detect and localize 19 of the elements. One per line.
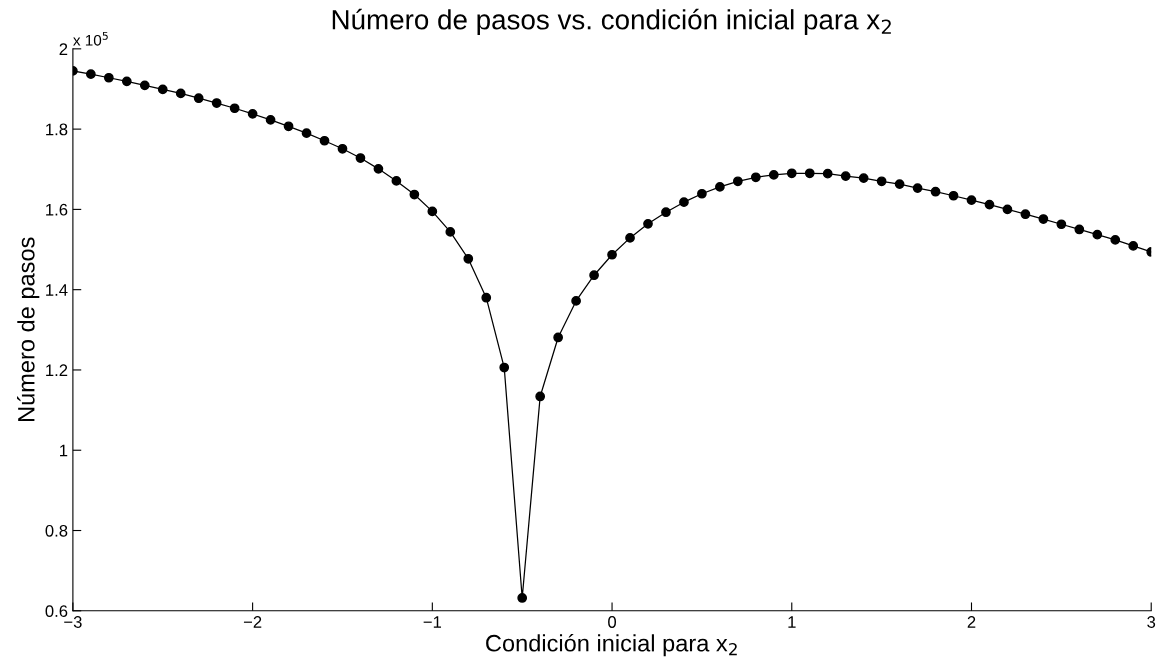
y-tick-label: 1.8 [46, 123, 68, 136]
y-tick-label: 2 [59, 43, 68, 55]
x-tick-label: 0 [608, 616, 617, 628]
chart-title: Número de pasos vs. condición inicial para x$_{2}$ [332, 8, 891, 36]
x-axis-title: Condición inicial para x$_{2}$ [486, 633, 737, 657]
x-tick-label: 1 [788, 616, 796, 628]
x-tick-label: −1 [423, 616, 442, 628]
y-axis-title: Número de pasos [17, 237, 40, 422]
y-tick-label: 0.6 [45, 605, 68, 617]
y-tick-label: 1.2 [46, 364, 68, 376]
x-tick-label: −2 [243, 616, 262, 628]
text: x 10$^{5}$ [73, 31, 108, 46]
x-tick-label: −3 [64, 616, 82, 628]
x-tick-label: 3 [1147, 616, 1156, 628]
y-tick-label: 0.8 [45, 524, 68, 537]
y-tick-label: 1.4 [46, 284, 68, 296]
y-tick-label: 1 [60, 444, 68, 457]
y-tick-label: 1.6 [46, 203, 68, 216]
x-tick-label: 2 [967, 616, 976, 628]
